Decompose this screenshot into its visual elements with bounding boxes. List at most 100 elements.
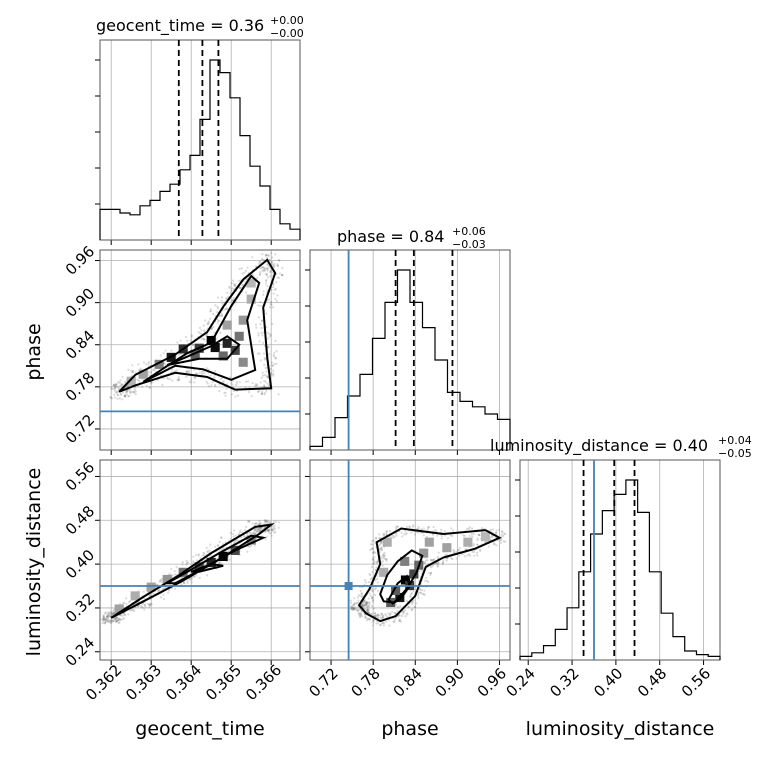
scatter-point bbox=[370, 597, 374, 600]
density-cell bbox=[162, 574, 172, 584]
scatter-point bbox=[366, 607, 370, 611]
scatter-point bbox=[238, 267, 241, 271]
scatter-point bbox=[385, 558, 388, 561]
x-tick-label: 0.365 bbox=[202, 661, 245, 704]
scatter-point bbox=[425, 576, 428, 580]
scatter-point bbox=[377, 613, 380, 617]
scatter-point bbox=[277, 259, 280, 262]
scatter-point bbox=[277, 393, 280, 396]
scatter-point bbox=[443, 530, 446, 533]
scatter-point bbox=[195, 559, 199, 562]
scatter-point bbox=[200, 329, 203, 332]
scatter-point bbox=[253, 528, 256, 531]
scatter-point bbox=[191, 343, 195, 346]
scatter-point bbox=[115, 391, 118, 394]
scatter-point bbox=[260, 331, 263, 334]
scatter-point bbox=[267, 254, 270, 257]
scatter-point bbox=[136, 378, 139, 382]
scatter-point bbox=[234, 383, 237, 387]
scatter-point bbox=[195, 372, 198, 375]
scatter-point bbox=[193, 368, 196, 371]
y-tick-label: 0.84 bbox=[62, 327, 98, 363]
scatter-point bbox=[472, 542, 476, 546]
scatter-point bbox=[275, 299, 279, 302]
scatter-point bbox=[113, 393, 116, 396]
scatter-point bbox=[380, 549, 383, 552]
density-cell bbox=[222, 338, 232, 348]
scatter-point bbox=[266, 522, 269, 525]
scatter-point bbox=[176, 341, 179, 344]
scatter-point bbox=[426, 581, 430, 584]
scatter-point bbox=[259, 529, 262, 532]
y-tick-label: 0.32 bbox=[62, 590, 98, 626]
scatter-point bbox=[128, 600, 132, 603]
scatter-point bbox=[203, 554, 206, 557]
scatter-point bbox=[185, 559, 188, 562]
scatter-point bbox=[266, 262, 269, 265]
scatter-point bbox=[117, 394, 120, 397]
scatter-point bbox=[109, 621, 112, 624]
scatter-point bbox=[467, 527, 470, 530]
scatter-point bbox=[270, 252, 273, 255]
scatter-point bbox=[378, 537, 381, 540]
density-cell bbox=[114, 604, 124, 614]
scatter-point bbox=[254, 532, 257, 535]
scatter-point bbox=[270, 361, 273, 364]
scatter-point bbox=[388, 614, 391, 617]
scatter-point bbox=[230, 299, 234, 302]
scatter-point bbox=[471, 535, 474, 538]
scatter-point bbox=[379, 555, 382, 558]
scatter-point bbox=[435, 562, 439, 565]
scatter-point bbox=[427, 525, 431, 529]
scatter-point bbox=[233, 284, 236, 287]
scatter-point bbox=[500, 535, 503, 538]
scatter-point bbox=[394, 526, 398, 529]
scatter-point bbox=[207, 322, 210, 325]
scatter-point bbox=[360, 603, 364, 606]
scatter-point bbox=[410, 591, 414, 595]
x-tick-label: 0.32 bbox=[546, 664, 582, 700]
y-tick-label: 0.72 bbox=[62, 411, 98, 447]
scatter-point bbox=[206, 382, 209, 385]
scatter-point bbox=[363, 598, 366, 601]
scatter-point bbox=[472, 544, 475, 547]
scatter-point bbox=[202, 338, 206, 341]
scatter-point bbox=[112, 619, 115, 623]
scatter-point bbox=[190, 335, 193, 338]
scatter-point bbox=[232, 296, 235, 300]
scatter-point bbox=[149, 382, 152, 385]
scatter-point bbox=[123, 380, 127, 383]
scatter-point bbox=[372, 598, 375, 602]
density-cell bbox=[424, 537, 434, 547]
scatter-point bbox=[246, 520, 250, 523]
scatter-point bbox=[263, 520, 266, 523]
scatter-point bbox=[114, 389, 117, 392]
contour-level-3 bbox=[166, 335, 241, 367]
scatter-point bbox=[134, 386, 137, 389]
scatter-point bbox=[205, 546, 208, 550]
scatter-point bbox=[113, 385, 117, 389]
scatter-point bbox=[159, 596, 162, 599]
scatter-point bbox=[430, 566, 433, 569]
scatter-point bbox=[411, 600, 414, 603]
scatter-point bbox=[271, 306, 275, 309]
scatter-point bbox=[274, 520, 277, 523]
scatter-point bbox=[147, 371, 151, 374]
scatter-point bbox=[388, 530, 392, 533]
scatter-point bbox=[133, 609, 136, 612]
scatter-point bbox=[364, 616, 367, 619]
scatter-point bbox=[116, 385, 119, 389]
scatter-point bbox=[369, 612, 373, 616]
scatter-point bbox=[134, 393, 137, 396]
scatter-point bbox=[379, 542, 382, 545]
scatter-point bbox=[117, 387, 120, 390]
scatter-point bbox=[357, 612, 360, 615]
scatter-point bbox=[268, 384, 271, 387]
scatter-point bbox=[262, 293, 265, 296]
scatter-point bbox=[280, 274, 284, 277]
scatter-point bbox=[148, 605, 151, 608]
scatter-point bbox=[270, 303, 273, 306]
contour-level-2 bbox=[379, 549, 424, 604]
scatter-point bbox=[167, 377, 170, 380]
